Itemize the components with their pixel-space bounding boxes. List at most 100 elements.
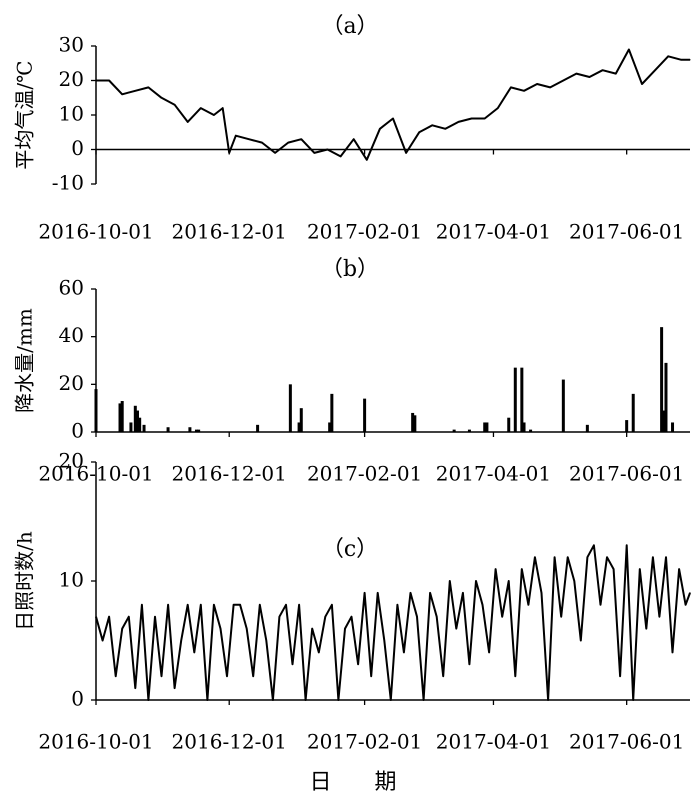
bar [662,410,666,432]
x-tick-label: 2016-12-01 [172,220,287,244]
data-point [101,639,104,642]
data-point [612,568,615,570]
data-point [331,604,333,606]
data-point [481,604,484,606]
x-tick-label: 2017-02-01 [307,730,422,754]
x-tick-label: 2016-12-01 [172,462,287,486]
data-point [265,639,267,642]
data-point [560,616,562,618]
data-point [534,556,536,558]
bar [133,405,137,432]
data-point [626,544,628,546]
x-tick-label: 2017-06-01 [569,730,684,754]
data-point [573,580,575,582]
panel-sunshine: （c） 20 10 0 2016-10-01 2016-12-01 2017-02-01 20… [13,449,691,795]
bar [513,367,517,432]
series-line [96,48,690,161]
data-point [291,663,294,665]
data-point [200,107,202,109]
data-point [141,604,143,606]
data-point [272,699,274,701]
data-point [311,628,313,630]
data-point [95,79,97,82]
data-point [449,580,451,582]
data-point [115,675,117,677]
x-tick-label: 2017-02-01 [307,462,422,486]
y-tick-label: 10 [59,102,84,126]
y-tick-label: 60 [59,276,84,300]
data-point [667,55,669,57]
data-point [285,604,287,606]
data-point [167,604,169,606]
data-point [495,568,497,570]
data-point [575,73,578,75]
data-point [147,86,150,88]
bar [467,429,471,432]
data-point [606,556,608,558]
bar [135,410,139,432]
data-point [121,93,123,95]
data-point [497,107,499,109]
data-point [436,616,438,618]
bar [142,424,146,432]
bar [129,422,133,432]
x-tick-label: 2016-10-01 [38,730,153,754]
bar [485,422,489,432]
data-point [658,616,661,618]
data-point [318,651,320,654]
data-point [206,699,208,701]
data-point [228,152,230,154]
x-axis-title: 日 期 [310,770,415,795]
data-point [514,675,516,677]
data-point [403,651,405,654]
data-point [121,628,123,630]
data-point [619,675,621,677]
data-point [645,628,647,630]
data-point [174,104,176,106]
bar [507,417,511,432]
data-point [599,604,602,606]
bar [138,417,142,432]
data-point [298,604,300,606]
data-point [324,616,326,618]
data-point [134,90,136,92]
data-point [95,616,97,618]
data-point [508,580,510,582]
data-point [475,580,477,582]
data-point [431,124,433,126]
data-point [235,135,237,137]
data-point [160,675,163,677]
bar [94,389,98,432]
bar [585,424,589,432]
data-point [641,83,643,85]
bar [363,398,367,432]
y-tick-label: 20 [59,67,84,91]
data-point [536,83,538,85]
y-tick-label: 20 [59,449,84,473]
data-point [187,604,189,606]
data-point [147,699,150,701]
y-axis-title: 平均气温/℃ [13,60,37,169]
data-point [392,117,394,120]
bar [664,362,668,432]
bar [256,424,260,432]
x-tick-label: 2017-04-01 [436,220,551,244]
data-point [396,604,398,606]
data-point [405,152,407,154]
data-point [562,79,564,82]
data-point [554,556,556,558]
data-point [689,592,691,594]
data-point [628,48,630,51]
data-point [416,616,418,618]
bar [194,429,198,432]
data-point [521,568,523,570]
data-point [429,592,431,594]
y-tick-label: 40 [59,323,84,347]
data-point [377,592,379,594]
data-point [219,628,222,630]
y-tick-label: 0 [71,687,84,711]
data-point [248,138,250,140]
x-tick-label: 2017-04-01 [436,730,551,754]
bar [166,427,170,432]
